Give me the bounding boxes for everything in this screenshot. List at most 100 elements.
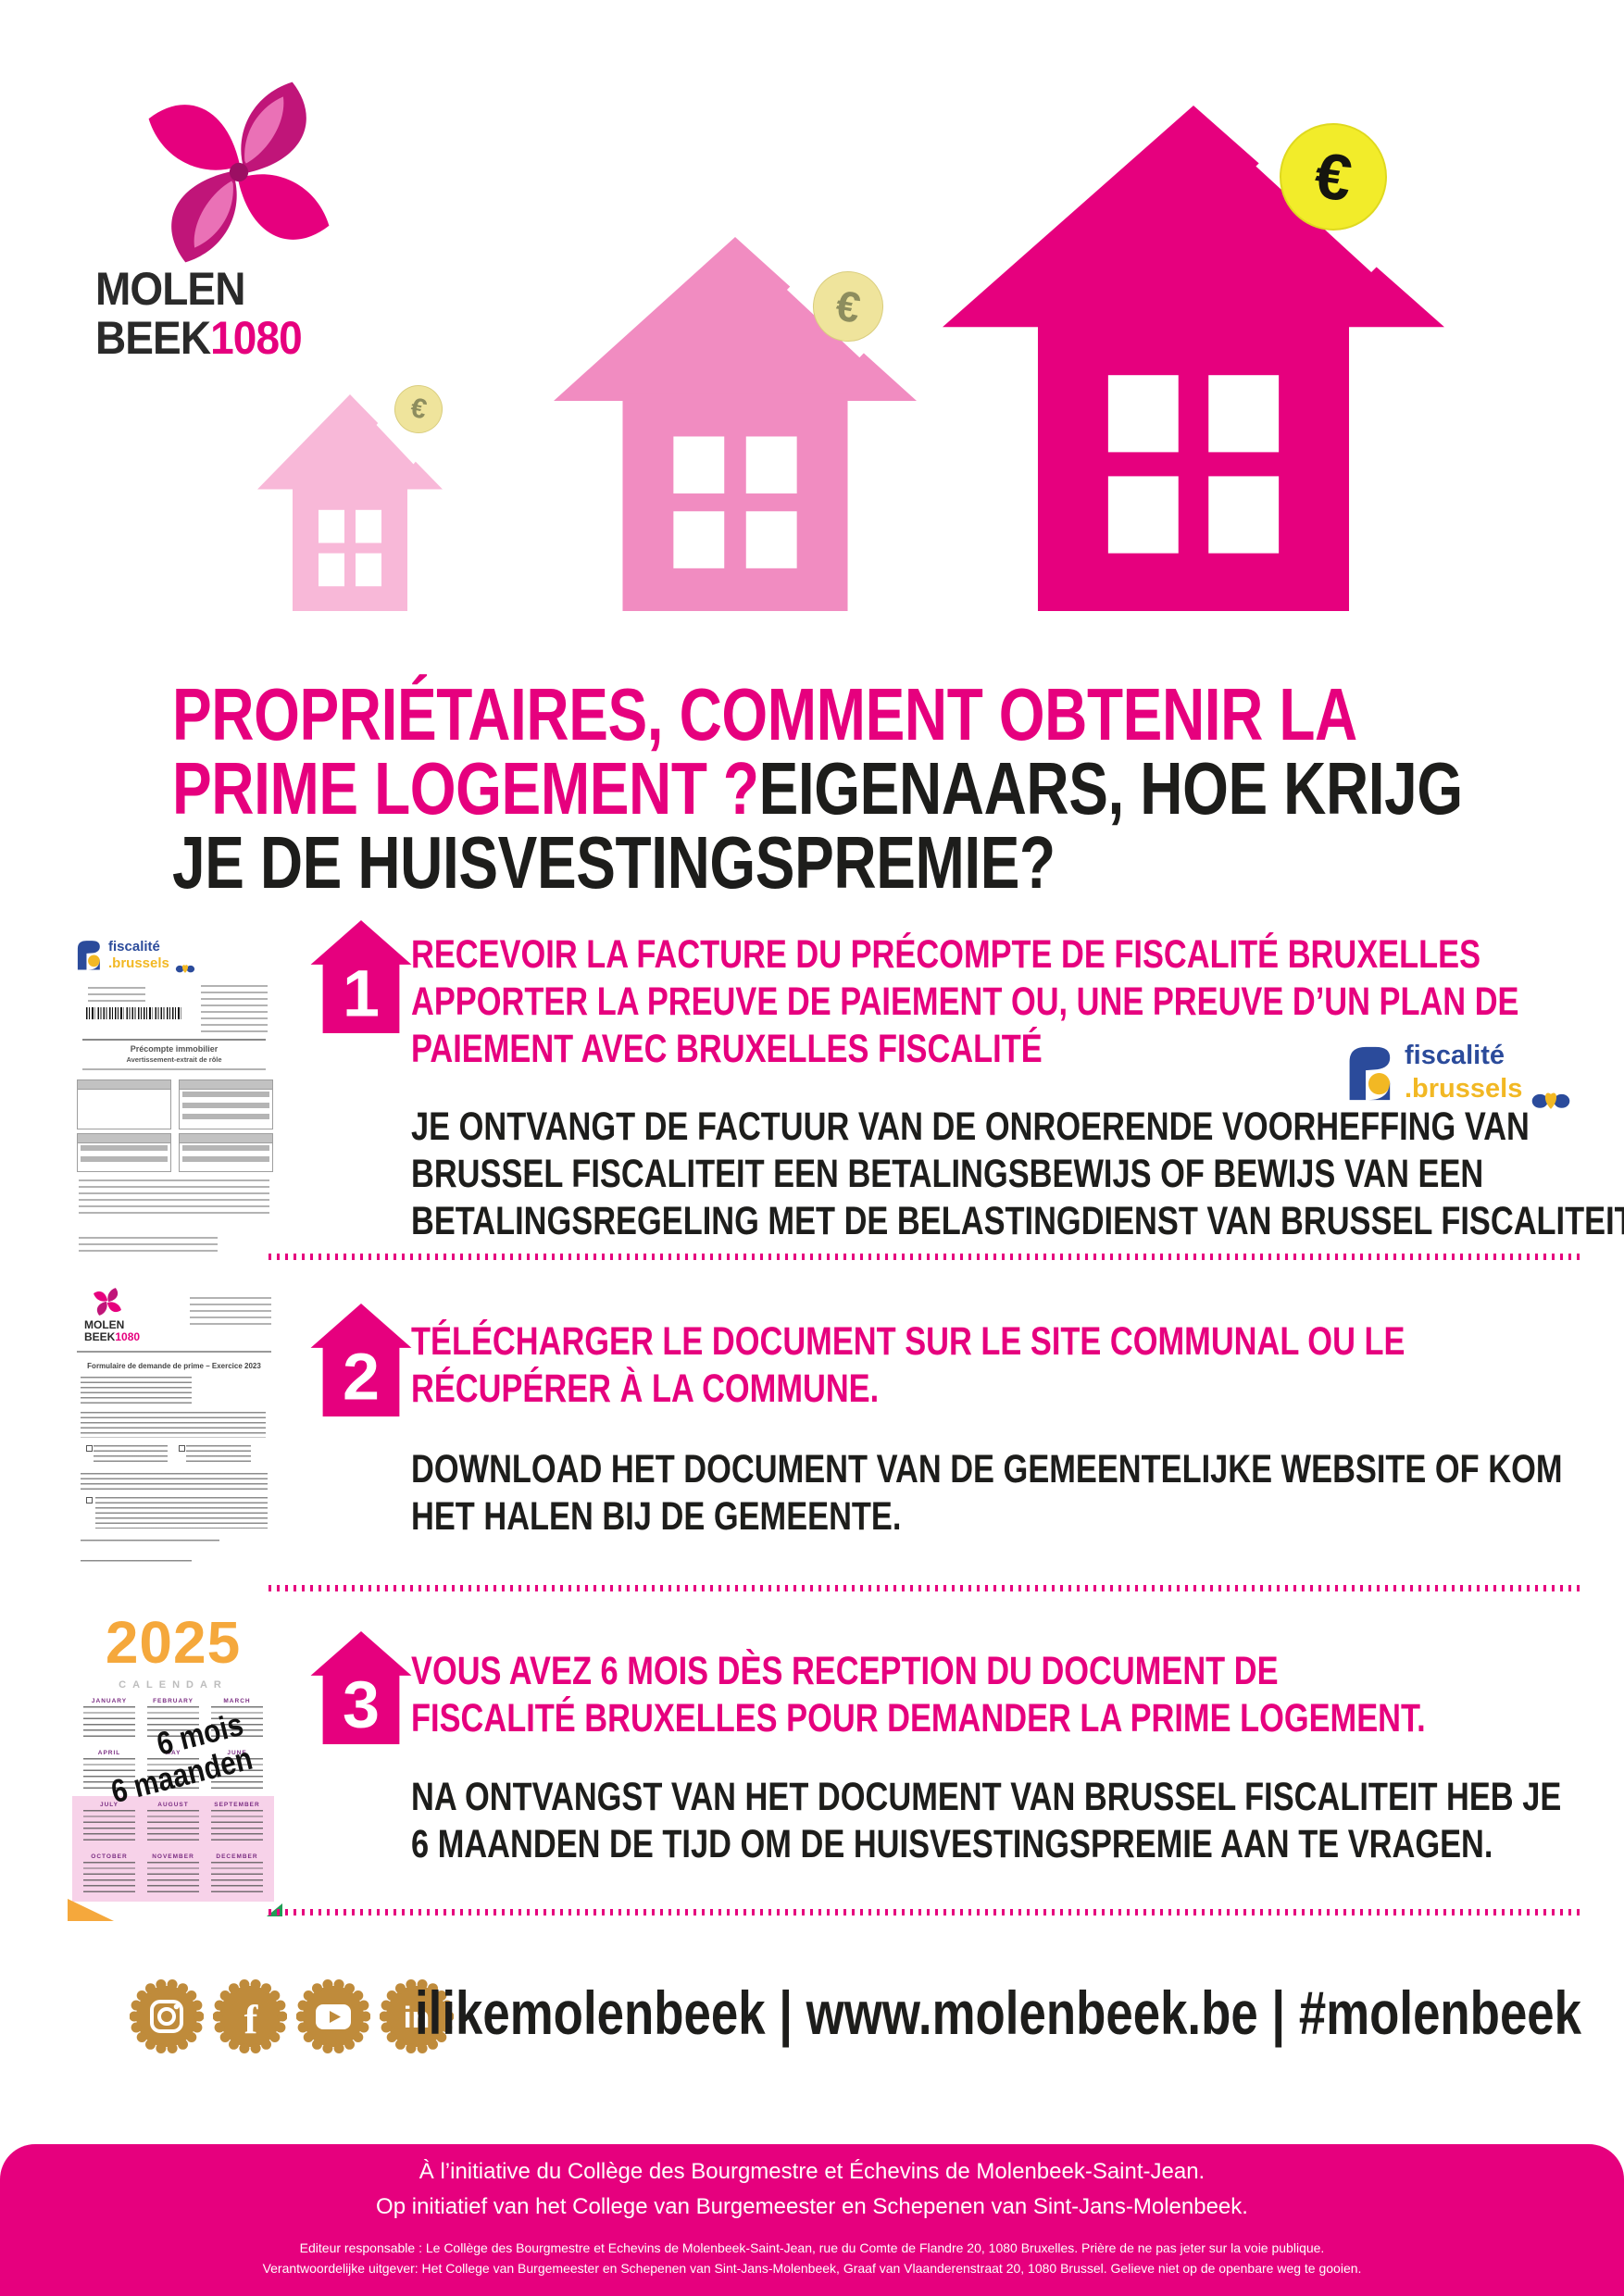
title-nl-line3: JE DE HUISVESTINGSPREMIE? [172,821,1056,904]
body-lines [81,1473,268,1491]
pinwheel-logo-icon [94,1288,121,1316]
fiscalite-wordmark-line1: fiscalité [1405,1041,1505,1070]
logo-line1: MOLEN [95,263,245,315]
body-lines [81,1377,192,1404]
signature-lines [81,1560,192,1565]
body-lines [95,1497,268,1529]
calendar-month: AUGUST [144,1802,203,1850]
step-2-text-fr: TÉLÉCHARGER LE DOCUMENT SUR LE SITE COMM… [411,1319,1405,1412]
band-line-nl: Op initiatief van het College van Burgem… [376,2194,1248,2219]
checkbox [86,1497,93,1504]
form-thumbnail: MOLEN BEEK1080 Formulaire de demande de … [68,1282,281,1578]
calendar-month: MARCH [207,1698,267,1746]
band-smallprint-fr: Editeur responsable : Le Collège des Bou… [299,2240,1325,2255]
linkedin-glyph: in [404,2001,430,2034]
step-3-number: 3 [343,1667,380,1741]
step-2-badge: 2 [310,1304,412,1416]
step-1-number: 1 [343,956,380,1030]
step-3-text-nl: NA ONTVANGST VAN HET DOCUMENT VAN BRUSSE… [411,1775,1562,1867]
rule [82,1039,266,1041]
social-handles-text: ilikemolenbeek | www.molenbeek.be | #mol… [415,1978,1582,2047]
iris-flower-icon [175,965,195,973]
invoice-title: Précompte immobilier [130,1044,219,1054]
step-1-badge: 1 [310,920,412,1033]
form-title: Formulaire de demande de prime – Exercic… [87,1362,261,1370]
intro-line [82,1068,266,1073]
rule [77,1351,271,1353]
checkbox [179,1445,185,1452]
footer-band: À l’initiative du Collège des Bourgmestr… [0,2144,1624,2296]
table-montant [179,1133,273,1172]
logo-line2-black: BEEK [95,312,211,364]
calendar-month: NOVEMBER [144,1853,203,1902]
youtube-icon[interactable] [296,1979,370,2053]
calendar-thumbnail: 2025 CALENDAR JANUARY FEBRUARY MARCH APR… [72,1613,274,1902]
checkbox [86,1445,93,1452]
euro-symbol: € [1310,138,1356,216]
band-line-fr: À l’initiative du Collège des Bourgmestr… [418,2159,1206,2184]
step-2-number: 2 [343,1340,380,1414]
calendar-month: JULY [80,1802,139,1850]
fiscalite-wordmark-line2: .brussels [1405,1074,1523,1104]
invoice-subtitle: Avertissement-extrait de rôle [126,1055,222,1064]
title-fr-line1: PROPRIÉTAIRES, COMMENT OBTENIR LA [172,673,1357,755]
facebook-glyph: f [244,1997,259,2042]
body-lines [94,1445,168,1466]
calendar-month: JUNE [207,1750,267,1798]
table-redevable [77,1079,171,1129]
logo-line2-pink: 1080 [210,312,303,364]
dotted-divider [269,1585,1583,1591]
title-fr-line2: PRIME LOGEMENT ? [172,747,759,830]
house-large [943,106,1444,611]
invoice-thumbnail: fiscalité .brussels Précompte immobilier… [68,933,281,1257]
fiscalite-logo: fiscalité .brussels [1338,1037,1588,1129]
notes-lines [79,1179,269,1218]
calendar-label: CALENDAR [119,1679,228,1691]
fiscalite-wordmark-line2: .brussels [108,955,169,971]
instagram-icon[interactable] [130,1979,204,2053]
page-title: PROPRIÉTAIRES, COMMENT OBTENIR LA PRIME … [172,678,1580,900]
molenbeek-logo-small: MOLEN BEEK1080 [84,1319,140,1342]
iris-flower-icon [1531,1092,1570,1109]
table-references [179,1079,273,1129]
logo-line2-black: BEEK [84,1329,116,1343]
fiscalite-monogram-icon [1349,1046,1391,1101]
step-1-text-nl: JE ONTVANGT DE FACTUUR VAN DE ONROERENDE… [411,1104,1624,1244]
linkedin-icon[interactable]: in [380,1979,454,2053]
step-2-text-nl: DOWNLOAD HET DOCUMENT VAN DE GEMEENTELIJ… [411,1447,1563,1540]
fiscalite-logo-small: fiscalité .brussels [71,935,219,976]
facebook-icon[interactable]: f [213,1979,287,2053]
band-smallprint-nl: Verantwoordelijke uitgever: Het College … [262,2261,1362,2276]
calendar-month: DECEMBER [207,1853,267,1902]
table-paiement [77,1133,171,1172]
calendar-month: OCTOBER [80,1853,139,1902]
orange-triangle [68,1899,114,1921]
calendar-month: JANUARY [80,1698,139,1746]
logo-line2-pink: 1080 [115,1329,141,1343]
meta-lines [201,985,268,1033]
dotted-divider [269,1254,1583,1260]
body-lines [81,1412,266,1438]
euro-symbol: € [407,392,430,426]
calendar-months-grid: JANUARY FEBRUARY MARCH APRIL MAY JUNE JU… [80,1698,267,1902]
logo-line1: MOLEN [84,1318,125,1331]
body-lines [186,1445,251,1466]
euro-symbol: € [831,281,865,332]
calendar-month: SEPTEMBER [207,1802,267,1850]
molenbeek-logo: MOLEN BEEK1080 [95,265,436,363]
step-3-badge: 3 [310,1631,412,1744]
calendar-month: APRIL [80,1750,139,1798]
calendar-year: 2025 [105,1609,242,1676]
footnote-lines [79,1237,218,1252]
barcode [86,1007,183,1019]
signature-lines [81,1540,219,1544]
address-lines [88,987,145,1005]
pinwheel-logo-icon [148,81,330,263]
house-small [257,394,443,611]
step-3-text-fr: VOUS AVEZ 6 MOIS DÈS RECEPTION DU DOCUME… [411,1649,1426,1741]
fiscalite-monogram-icon [77,941,100,970]
dotted-divider [269,1909,1583,1915]
step-1-text-fr: RECEVOIR LA FACTURE DU PRÉCOMPTE DE FISC… [411,932,1519,1072]
fiscalite-wordmark-line1: fiscalité [108,939,160,955]
